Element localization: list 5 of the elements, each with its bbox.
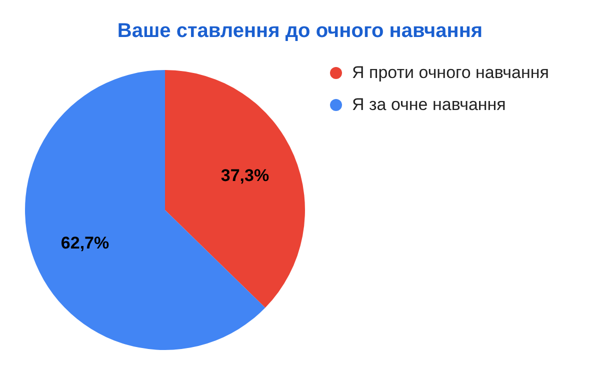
data-label: 62,7% — [60, 233, 110, 252]
data-label: 37,3% — [220, 166, 270, 185]
legend-label: Я за очне навчання — [352, 94, 506, 116]
legend-label: Я проти очного навчання — [352, 62, 549, 84]
chart-title: Ваше ставлення до очного навчання — [116, 20, 484, 43]
